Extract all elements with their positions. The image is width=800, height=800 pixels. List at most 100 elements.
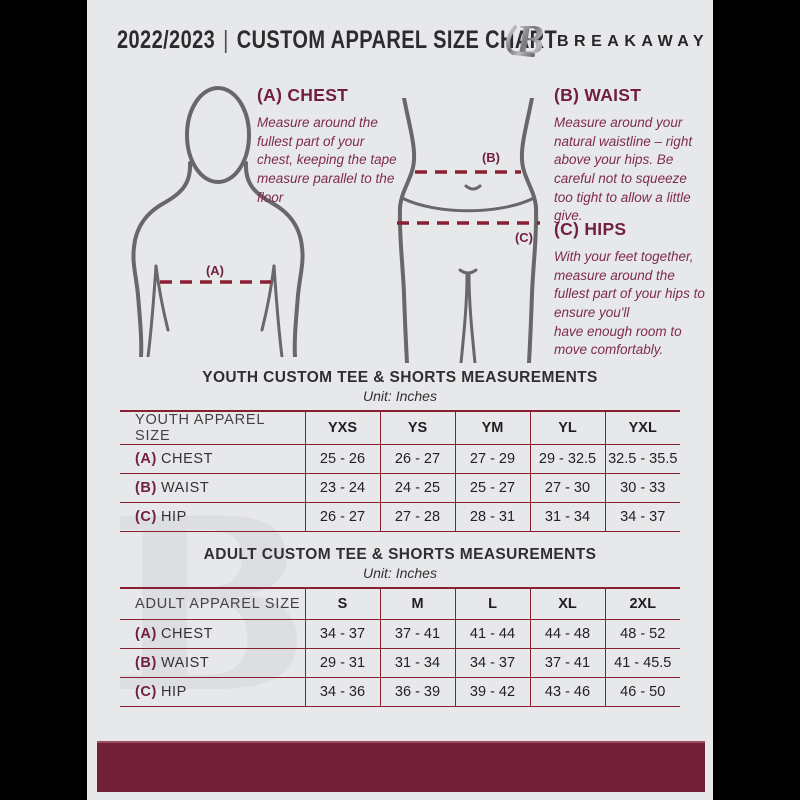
size-cell: 25 - 27 <box>454 473 530 503</box>
figure-left-torso-leg <box>397 98 417 363</box>
figure-head <box>185 86 251 184</box>
size-cell: 34 - 36 <box>304 677 380 707</box>
size-cell: 27 - 28 <box>379 502 455 532</box>
size-cell: 43 - 46 <box>529 677 605 707</box>
adult-header-row: ADULT APPAREL SIZE S M L XL 2XL <box>120 588 680 620</box>
size-cell: 25 - 26 <box>304 444 380 474</box>
row-prefix: (C) <box>135 509 157 525</box>
table-row: (C) HIP 34 - 36 36 - 39 39 - 42 43 - 46 4… <box>120 677 680 707</box>
header-title-text: CUSTOM APPAREL SIZE CHART <box>236 26 558 54</box>
figure-left-armpit <box>146 264 158 357</box>
figure-crotch-curve <box>458 268 478 275</box>
row-label-text: HIP <box>160 684 187 700</box>
youth-table-unit: Unit: Inches <box>363 388 437 404</box>
hips-instruction-text: With your feet together, measure around … <box>554 249 705 358</box>
row-label: (B) WAIST <box>120 473 305 503</box>
column-header: ADULT APPAREL SIZE <box>120 588 305 620</box>
size-cell: 39 - 42 <box>454 677 530 707</box>
row-label-text: WAIST <box>160 655 210 671</box>
column-header: YOUTH APPAREL SIZE <box>120 411 305 445</box>
row-prefix: (A) <box>135 451 157 467</box>
waist-instruction-text: Measure around your natural waistline – … <box>554 115 693 224</box>
size-cell: 37 - 41 <box>529 648 605 678</box>
row-label: (B) WAIST <box>120 648 305 678</box>
size-cell: 41 - 44 <box>454 619 530 649</box>
chest-instruction-text: Measure around the fullest part of your … <box>257 115 397 205</box>
adult-size-table: ADULT APPAREL SIZE S M L XL 2XL (A) CHEST… <box>120 587 680 707</box>
size-cell: 23 - 24 <box>304 473 380 503</box>
size-cell: 34 - 37 <box>304 619 380 649</box>
size-cell: 48 - 52 <box>604 619 680 649</box>
row-prefix: (C) <box>135 684 157 700</box>
size-cell: 27 - 29 <box>454 444 530 474</box>
table-row: (B) WAIST 29 - 31 31 - 34 34 - 37 37 - 41… <box>120 648 680 678</box>
size-cell: 41 - 45.5 <box>604 648 680 678</box>
youth-size-table: YOUTH APPAREL SIZE YXS YS YM YL YXL (A) C… <box>120 410 680 532</box>
figure-right-torso-leg <box>519 98 539 363</box>
hips-instruction-heading: (C) HIPS <box>554 219 627 239</box>
figure-hip-curve <box>400 196 536 213</box>
column-header: XL <box>529 588 605 620</box>
figure-left-chest-line <box>154 264 170 332</box>
size-cell: 26 - 27 <box>379 444 455 474</box>
figure-right-inner-leg <box>467 273 477 363</box>
figure-right-armpit <box>272 264 284 357</box>
row-prefix: (B) <box>135 480 157 496</box>
row-label: (C) HIP <box>120 677 305 707</box>
figure-right-shoulder-arm <box>243 161 305 357</box>
row-label: (C) HIP <box>120 502 305 532</box>
youth-header-row: YOUTH APPAREL SIZE YXS YS YM YL YXL <box>120 411 680 445</box>
table-row: (C) HIP 26 - 27 27 - 28 28 - 31 31 - 34 3… <box>120 502 680 532</box>
waist-instruction-heading: (B) WAIST <box>554 85 642 105</box>
adult-table-title: ADULT CUSTOM TEE & SHORTS MEASUREMENTS <box>203 546 597 563</box>
size-cell: 36 - 39 <box>379 677 455 707</box>
upper-body-figure: (A) <box>131 86 305 357</box>
row-prefix: (B) <box>135 655 157 671</box>
column-header: YXL <box>604 411 680 445</box>
size-chart-page: B 2022/2023 | CUSTOM APPAREL SIZE CHART B … <box>87 0 713 800</box>
size-cell: 37 - 41 <box>379 619 455 649</box>
row-label-text: CHEST <box>160 626 214 642</box>
chest-instruction-heading: (A) CHEST <box>257 85 349 105</box>
column-header: L <box>454 588 530 620</box>
figure-left-shoulder-arm <box>131 161 193 357</box>
size-cell: 28 - 31 <box>454 502 530 532</box>
header-separator: | <box>223 26 229 54</box>
brand-name: BREAKAWAY <box>557 33 710 50</box>
size-cell: 34 - 37 <box>454 648 530 678</box>
size-cell: 32.5 - 35.5 <box>604 444 680 474</box>
size-cell: 29 - 31 <box>304 648 380 678</box>
column-header: YL <box>529 411 605 445</box>
breakaway-logo-icon: B <box>506 18 544 64</box>
table-row: (A) CHEST 25 - 26 26 - 27 27 - 29 29 - 32… <box>120 444 680 474</box>
size-cell: 34 - 37 <box>604 502 680 532</box>
adult-table-unit: Unit: Inches <box>363 565 437 581</box>
column-header: S <box>304 588 380 620</box>
chest-marker-label: (A) <box>206 263 224 278</box>
table-row: (B) WAIST 23 - 24 24 - 25 25 - 27 27 - 30… <box>120 473 680 503</box>
column-header: YM <box>454 411 530 445</box>
figure-left-inner-leg <box>459 273 469 363</box>
figure-navel <box>464 184 482 191</box>
figure-right-chest-line <box>260 264 276 332</box>
row-label-text: CHEST <box>160 451 214 467</box>
header-year: 2022/2023 <box>117 26 216 54</box>
left-black-bar <box>0 0 87 800</box>
logo-letter: B <box>515 18 544 64</box>
row-label-text: WAIST <box>160 480 210 496</box>
row-label: (A) CHEST <box>120 619 305 649</box>
row-label-text: HIP <box>160 509 187 525</box>
table-row: (A) CHEST 34 - 37 37 - 41 41 - 44 44 - 48… <box>120 619 680 649</box>
size-cell: 24 - 25 <box>379 473 455 503</box>
page-title: 2022/2023 | CUSTOM APPAREL SIZE CHART <box>117 26 557 55</box>
size-cell: 44 - 48 <box>529 619 605 649</box>
size-cell: 31 - 34 <box>529 502 605 532</box>
hip-marker-label: (C) <box>515 230 533 245</box>
waist-instruction: (B) WAIST Measure around your natural wa… <box>554 85 706 226</box>
footer-bar <box>97 741 705 792</box>
column-header: M <box>379 588 455 620</box>
column-header: 2XL <box>604 588 680 620</box>
size-cell: 30 - 33 <box>604 473 680 503</box>
lower-body-figure: (B) (C) <box>397 98 540 363</box>
